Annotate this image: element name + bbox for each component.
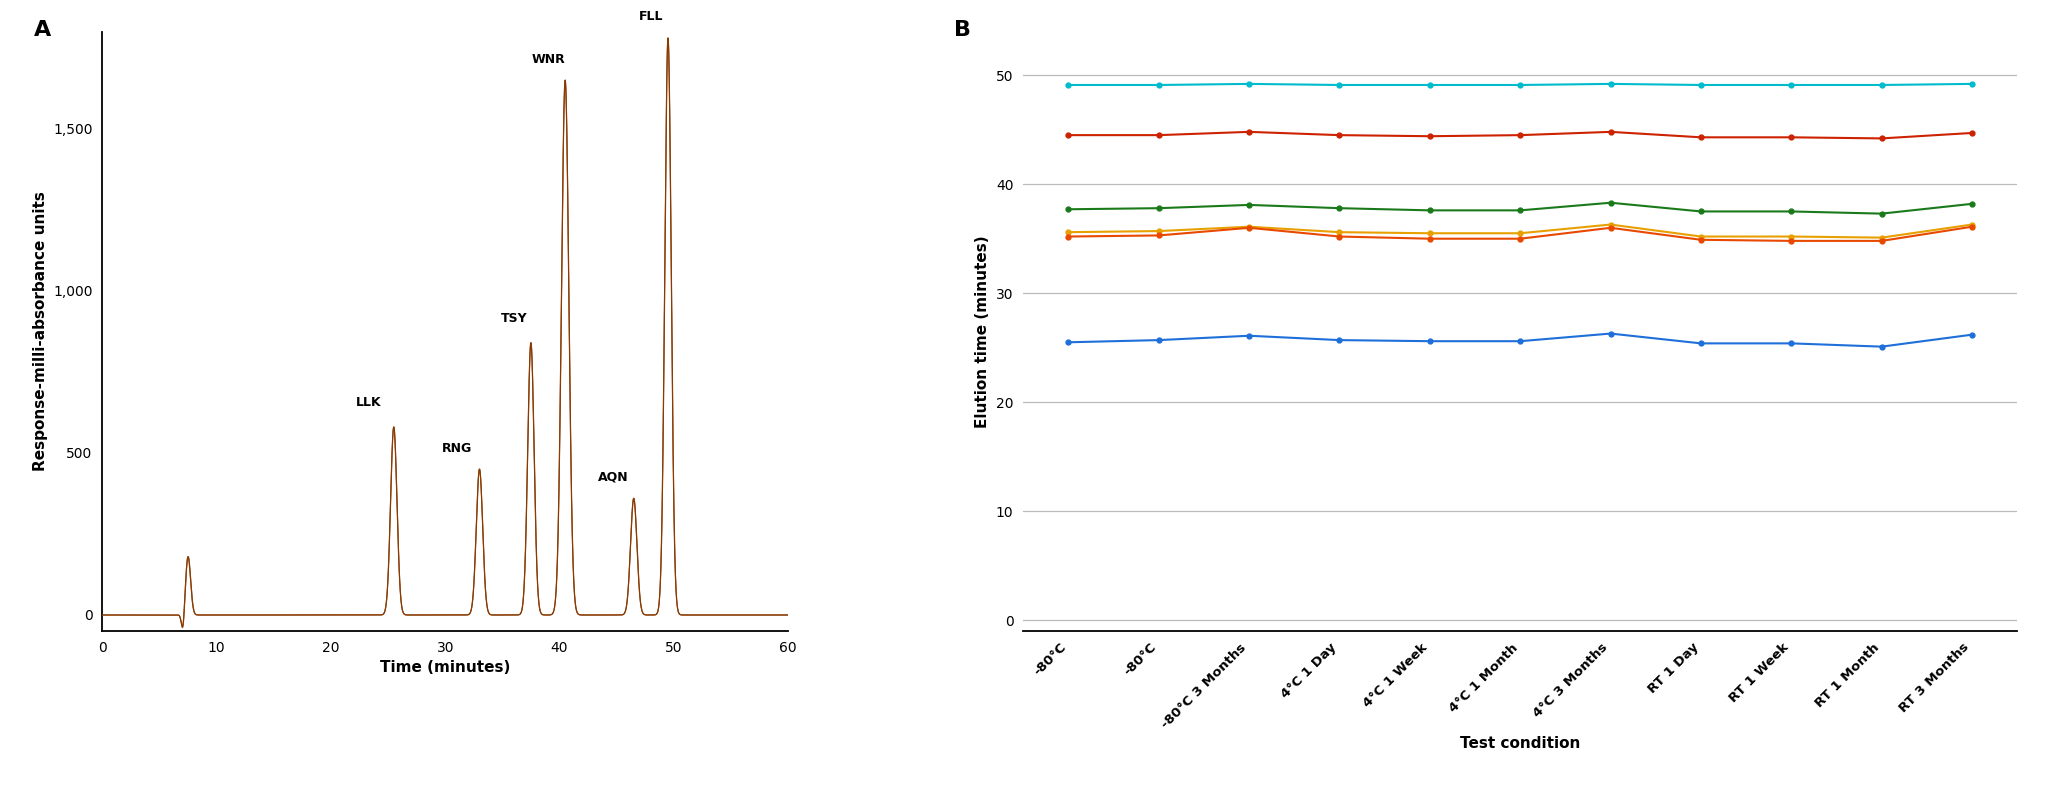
Text: AQN: AQN	[598, 471, 629, 484]
Text: WNR: WNR	[530, 53, 565, 65]
X-axis label: Test condition: Test condition	[1460, 736, 1581, 751]
Text: LLK: LLK	[356, 396, 381, 409]
Text: B: B	[954, 20, 971, 39]
Y-axis label: Elution time (minutes): Elution time (minutes)	[975, 235, 991, 428]
Text: RNG: RNG	[442, 442, 471, 454]
Text: TSY: TSY	[500, 312, 526, 325]
Legend: LLK, RNG, TSY, WNR, AQN, FLL: LLK, RNG, TSY, WNR, AQN, FLL	[2044, 27, 2048, 194]
X-axis label: Time (minutes): Time (minutes)	[381, 660, 510, 675]
Y-axis label: Response-milli-absorbance units: Response-milli-absorbance units	[33, 192, 47, 471]
Text: FLL: FLL	[639, 10, 664, 24]
Text: A: A	[35, 20, 51, 39]
